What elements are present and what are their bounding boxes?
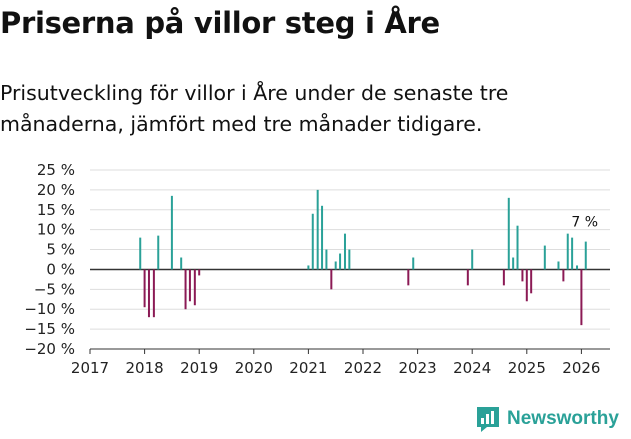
bar xyxy=(343,233,346,270)
bar xyxy=(525,269,528,302)
y-tick-label: 15 % xyxy=(37,201,75,219)
x-tick-label: 2018 xyxy=(126,359,164,377)
bar xyxy=(198,269,201,276)
bars xyxy=(139,189,587,326)
bar xyxy=(471,249,474,270)
y-tick-label: −15 % xyxy=(24,320,75,338)
bar xyxy=(188,269,191,302)
bar xyxy=(311,213,314,270)
bar xyxy=(180,257,183,270)
bar xyxy=(193,269,196,306)
latest-value-label: 7 % xyxy=(571,215,598,231)
x-tick-label: 2019 xyxy=(180,359,218,377)
y-tick-label: −10 % xyxy=(24,300,75,318)
bar xyxy=(466,269,469,286)
y-tick-label: 20 % xyxy=(37,181,75,199)
bar xyxy=(184,269,187,310)
bar xyxy=(543,245,546,270)
x-tick-label: 2020 xyxy=(235,359,273,377)
chart-subtitle: Prisutveckling för villor i Åre under de… xyxy=(0,81,509,136)
bar xyxy=(516,225,519,270)
y-tick-label: 0 % xyxy=(46,260,75,278)
bar xyxy=(407,269,410,286)
newsworthy-logo: Newsworthy xyxy=(475,405,619,433)
x-tick-label: 2021 xyxy=(289,359,327,377)
bar xyxy=(576,265,579,270)
bar xyxy=(334,261,337,270)
chart-title: Priserna på villor steg i Åre xyxy=(0,6,440,40)
price-change-bar-chart: 25 % 20 % 15 % 10 % 5 %0 % −5 % −10 % −15 % −20 … xyxy=(24,161,610,377)
logo-text: Newsworthy xyxy=(507,408,619,429)
newsworthy-chart-icon xyxy=(477,407,499,432)
x-tick-label: 2024 xyxy=(453,359,491,377)
bar xyxy=(325,249,328,270)
x-axis: 2017 2018 2019 2020 2021 2022 2023 2024 2025 2026 xyxy=(71,348,610,377)
bar xyxy=(152,269,155,318)
bar xyxy=(507,197,510,270)
y-tick-label: 10 % xyxy=(37,221,75,239)
bar xyxy=(580,269,583,326)
bar xyxy=(143,269,146,308)
bar xyxy=(307,265,310,270)
bar xyxy=(521,269,524,282)
bar xyxy=(502,269,505,286)
bar xyxy=(139,237,142,270)
y-axis-ticks: 25 % 20 % 15 % 10 % 5 %0 % −5 % −10 % −15 % −20 … xyxy=(24,161,75,358)
bar xyxy=(512,257,515,270)
bar xyxy=(147,269,150,318)
y-tick-label: −20 % xyxy=(24,340,75,358)
bar xyxy=(412,257,415,270)
y-tick-label: −5 % xyxy=(34,280,75,298)
bar xyxy=(584,241,587,270)
bar xyxy=(321,205,324,270)
bar xyxy=(170,195,173,270)
x-tick-label: 2026 xyxy=(562,359,600,377)
bar xyxy=(557,261,560,270)
x-tick-label: 2025 xyxy=(508,359,546,377)
bar xyxy=(348,249,351,270)
x-tick-label: 2023 xyxy=(399,359,437,377)
y-tick-label: 25 % xyxy=(37,161,75,179)
bar xyxy=(571,237,574,270)
bar xyxy=(339,253,342,270)
bar xyxy=(330,269,333,290)
bar xyxy=(566,233,569,270)
bar xyxy=(530,269,533,294)
bar xyxy=(157,235,160,270)
bar xyxy=(316,189,319,270)
x-tick-label: 2022 xyxy=(344,359,382,377)
x-tick-label: 2017 xyxy=(71,359,109,377)
bar xyxy=(562,269,565,282)
y-tick-label: 5 % xyxy=(46,241,75,259)
